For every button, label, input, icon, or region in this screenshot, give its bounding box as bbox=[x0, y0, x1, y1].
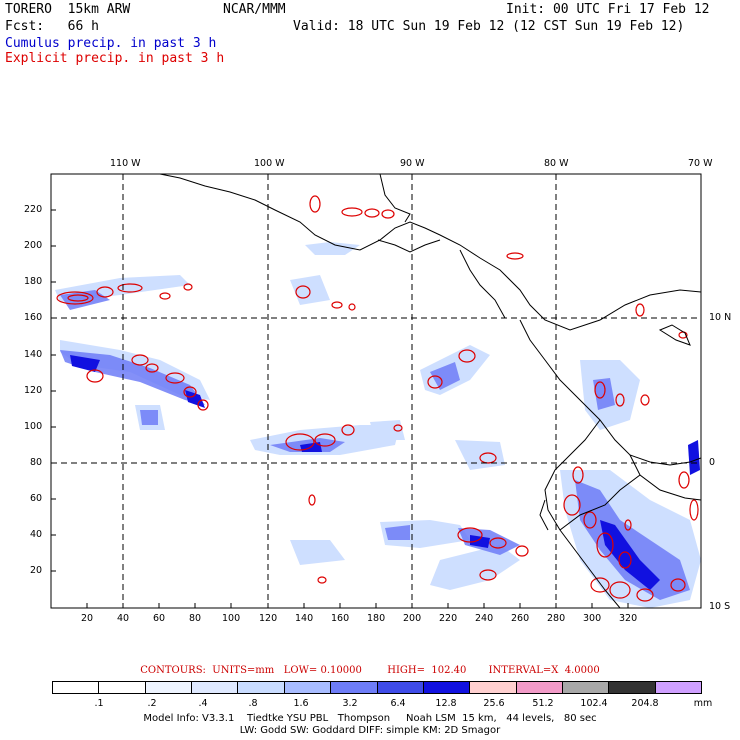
colorbar-label: .8 bbox=[248, 698, 258, 709]
x-tick-label: 260 bbox=[511, 613, 530, 624]
precip-field bbox=[51, 174, 701, 608]
forecast-hour: Fcst: 66 h bbox=[5, 19, 99, 34]
x-tick-label: 20 bbox=[81, 613, 94, 624]
y-tick-label: 220 bbox=[24, 204, 43, 215]
model-info: Model Info: V3.3.1 Tiedtke YSU PBL Thomp… bbox=[143, 713, 597, 724]
lat-label: 0 bbox=[709, 457, 716, 468]
model-title: TORERO 15km ARW bbox=[5, 2, 131, 17]
lon-label: 90 W bbox=[400, 158, 425, 169]
colorbar-cell bbox=[238, 682, 285, 693]
contours-info: CONTOURS: UNITS=mm LOW= 0.10000 HIGH= 10… bbox=[140, 665, 600, 676]
y-tick-label: 120 bbox=[24, 385, 43, 396]
colorbar-cell bbox=[423, 682, 471, 693]
y-tick-label: 40 bbox=[30, 529, 43, 540]
y-tick-label: 80 bbox=[30, 457, 43, 468]
colorbar-cell bbox=[99, 682, 146, 693]
colorbar-cell bbox=[192, 682, 239, 693]
y-tick-label: 200 bbox=[24, 240, 43, 251]
x-tick-label: 60 bbox=[153, 613, 166, 624]
colorbar-cell bbox=[655, 682, 702, 693]
lon-label: 80 W bbox=[544, 158, 569, 169]
model-physics: LW: Godd SW: Goddard DIFF: simple KM: 2D… bbox=[239, 725, 501, 736]
colorbar-cell bbox=[562, 682, 610, 693]
colorbar-label: 25.6 bbox=[483, 698, 505, 709]
init-time: Init: 00 UTC Fri 17 Feb 12 bbox=[506, 2, 710, 17]
colorbar-cell bbox=[284, 682, 332, 693]
lat-label: 10 N bbox=[709, 312, 732, 323]
institution-label: NCAR/MMM bbox=[223, 2, 286, 17]
lon-label: 70 W bbox=[688, 158, 713, 169]
colorbar-cell bbox=[470, 682, 517, 693]
x-tick-label: 220 bbox=[439, 613, 458, 624]
y-tick-label: 20 bbox=[30, 565, 43, 576]
valid-time: Valid: 18 UTC Sun 19 Feb 12 (12 CST Sun … bbox=[293, 19, 685, 34]
colorbar-unit: mm bbox=[693, 698, 713, 709]
colorbar-label: .1 bbox=[94, 698, 104, 709]
y-tick-label: 140 bbox=[24, 349, 43, 360]
colorbar-label: 102.4 bbox=[580, 698, 608, 709]
lat-lon-grid bbox=[51, 174, 701, 608]
y-tick-label: 180 bbox=[24, 276, 43, 287]
colorbar-cell bbox=[516, 682, 563, 693]
colorbar-label: 3.2 bbox=[342, 698, 358, 709]
y-tick-label: 60 bbox=[30, 493, 43, 504]
x-tick-label: 80 bbox=[189, 613, 202, 624]
colorbar-label: .2 bbox=[147, 698, 157, 709]
y-tick-label: 160 bbox=[24, 312, 43, 323]
lat-label: 10 S bbox=[709, 601, 731, 612]
colorbar-label: 51.2 bbox=[532, 698, 554, 709]
x-tick-label: 100 bbox=[222, 613, 241, 624]
colorbar-label: 204.8 bbox=[631, 698, 659, 709]
x-tick-label: 140 bbox=[295, 613, 314, 624]
colorbar-label: 1.6 bbox=[293, 698, 309, 709]
x-tick-label: 240 bbox=[475, 613, 494, 624]
x-tick-label: 200 bbox=[403, 613, 422, 624]
x-tick-label: 40 bbox=[117, 613, 130, 624]
colorbar-label: 6.4 bbox=[390, 698, 406, 709]
x-tick-label: 320 bbox=[619, 613, 638, 624]
colorbar-cell bbox=[377, 682, 424, 693]
x-tick-label: 160 bbox=[331, 613, 350, 624]
colorbar-cell bbox=[609, 682, 656, 693]
x-tick-label: 300 bbox=[583, 613, 602, 624]
x-tick-label: 180 bbox=[367, 613, 386, 624]
colorbar-label: 12.8 bbox=[435, 698, 457, 709]
colorbar-label: .4 bbox=[198, 698, 208, 709]
field-explicit-label: Explicit precip. in past 3 h bbox=[5, 51, 225, 66]
colorbar bbox=[52, 681, 702, 694]
y-tick-label: 100 bbox=[24, 421, 43, 432]
lon-label: 100 W bbox=[254, 158, 285, 169]
x-tick-label: 120 bbox=[259, 613, 278, 624]
field-cumulus-label: Cumulus precip. in past 3 h bbox=[5, 36, 217, 51]
lon-label: 110 W bbox=[110, 158, 141, 169]
explicit-contours bbox=[56, 195, 699, 602]
x-tick-label: 280 bbox=[547, 613, 566, 624]
coastlines bbox=[159, 174, 701, 608]
colorbar-cell bbox=[145, 682, 193, 693]
colorbar-cell bbox=[331, 682, 378, 693]
colorbar-cell bbox=[53, 682, 100, 693]
